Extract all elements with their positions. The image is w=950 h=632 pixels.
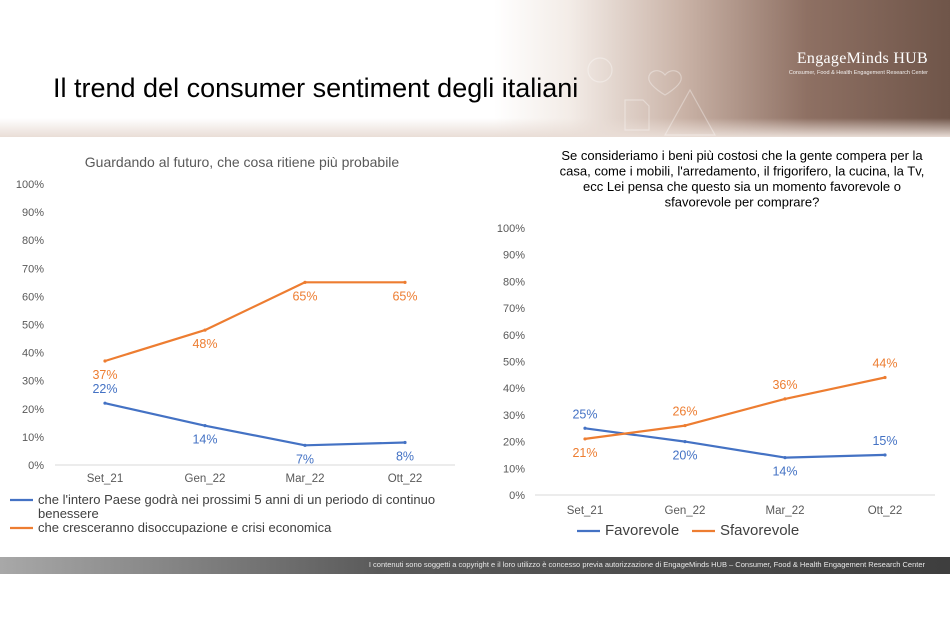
charts-area: Guardando al futuro, che cosa ritiene pi…	[10, 148, 935, 539]
chart1-y-tick-label: 40%	[22, 348, 44, 360]
chart2-legend-label: Sfavorevole	[720, 522, 799, 539]
copyright-notice: I contenuti sono soggetti a copyright e …	[368, 560, 925, 569]
chart2-y-tick-label: 30%	[503, 410, 525, 422]
document-icon	[624, 99, 650, 131]
chart2-x-tick-label: Set_21	[567, 505, 603, 517]
chart1-series-2-point	[103, 359, 107, 363]
chart1-series-1-line	[104, 402, 406, 447]
chart1-y-tick-label: 20%	[22, 404, 44, 416]
chart1-legend-label: che l'intero Paese godrà nei prossimi 5 …	[38, 492, 435, 507]
chart2-series-1-data-label: 25%	[572, 407, 597, 421]
page-title: Il trend del consumer sentiment degli it…	[53, 73, 579, 103]
chart2-title-line: casa, come i mobili, l'arredamento, il f…	[560, 164, 925, 179]
chart1-series-1-point	[203, 424, 207, 428]
brand-tagline: Consumer, Food & Health Engagement Resea…	[788, 70, 928, 76]
chart2-title-line: ecc Lei pensa che questo sia un momento …	[583, 179, 901, 194]
chart2-x-tick-label: Ott_22	[868, 505, 903, 517]
chart1-y-tick-label: 70%	[22, 263, 44, 275]
chart2-y-tick-label: 90%	[503, 250, 525, 262]
chart2-y-tick-label: 0%	[509, 490, 525, 502]
chart1-series-2-point	[203, 328, 207, 332]
chart2-y-tick-label: 60%	[503, 330, 525, 342]
chart1-series-2-data-label: 65%	[292, 289, 317, 303]
chart1-title-line: Guardando al futuro, che cosa ritiene pi…	[85, 154, 400, 170]
chart2-series-2-point	[683, 423, 687, 428]
chart2-y-tick-label: 50%	[503, 357, 525, 369]
chart2-series-1-point	[683, 440, 687, 444]
chart1-series-1-data-label: 8%	[396, 450, 414, 464]
chart2-y-tick-label: 80%	[503, 276, 525, 288]
chart1-series-1-point	[303, 443, 307, 447]
chart2-x-tick-label: Gen_22	[665, 505, 706, 517]
chart2-y-tick-label: 70%	[503, 303, 525, 315]
chart1-x-tick-label: Ott_22	[388, 473, 423, 485]
chart2-series-1-data-label: 14%	[772, 465, 797, 479]
chart1-y-tick-label: 0%	[28, 460, 44, 472]
chart2-series-2-point	[583, 437, 587, 441]
brand-logo: EngageMinds HUB Consumer, Food & Health …	[789, 50, 928, 76]
chart2-x-tick-label: Mar_22	[766, 505, 805, 517]
chart1-y-tick-label: 60%	[22, 291, 44, 303]
chart1-y-tick-label: 50%	[22, 320, 44, 332]
chart2-series-1-point	[583, 426, 587, 430]
chart1-y-tick-label: 30%	[22, 376, 44, 388]
chart1-series-1-point	[103, 401, 107, 405]
chart1-x-tick-label: Mar_22	[286, 473, 325, 485]
decorative-icons	[587, 57, 717, 136]
chart2-y-tick-label: 40%	[503, 383, 525, 395]
chart2-y-tick-label: 10%	[503, 463, 525, 475]
chart2-title-line: sfavorevole per comprare?	[665, 195, 820, 210]
chart2-title-line: Se consideriamo i beni più costosi che l…	[561, 148, 923, 163]
chart2-series-1-line	[584, 427, 886, 459]
chart2-series-2-data-label: 44%	[872, 357, 897, 371]
chart2-series-1-data-label: 15%	[872, 434, 897, 448]
chart1-series-1-data-label: 7%	[296, 452, 314, 466]
chart1-series-1-point	[403, 440, 407, 445]
chart1-series-2-data-label: 65%	[392, 289, 417, 303]
chart1-x-tick-label: Gen_22	[185, 473, 226, 485]
circle-decoration	[587, 57, 613, 83]
chart2-series-1-data-label: 20%	[672, 449, 697, 463]
chart1-y-tick-label: 80%	[22, 235, 44, 247]
chart2-series-1-point	[883, 453, 887, 457]
chart1-y-tick-label: 10%	[22, 432, 44, 444]
chart1-y-tick-label: 100%	[16, 179, 44, 191]
header-divider	[0, 118, 950, 137]
brand-name: EngageMinds HUB	[796, 50, 928, 67]
footer-bar: I contenuti sono soggetti a copyright e …	[0, 557, 950, 574]
chart1-series-1-data-label: 22%	[92, 382, 117, 396]
chart1-x-tick-label: Set_21	[87, 473, 123, 485]
chart1-series-2-point	[403, 280, 407, 284]
chart1-legend-label: che cresceranno disoccupazione e crisi e…	[38, 520, 332, 535]
chart2-y-tick-label: 100%	[497, 223, 525, 235]
chart1-series-1-data-label: 14%	[192, 433, 217, 447]
chart1-series-2-data-label: 37%	[92, 368, 117, 382]
chart1-series-2-line	[104, 281, 405, 363]
chart2-series-2-point	[783, 397, 787, 401]
chart2-y-tick-label: 20%	[503, 437, 525, 449]
chart2-series-2-data-label: 26%	[672, 405, 697, 419]
chart2-series-1-point	[783, 456, 787, 460]
chart2-series-2-data-label: 21%	[572, 446, 597, 460]
chart2-legend-label: Favorevole	[605, 522, 679, 539]
chart1-series-2-data-label: 48%	[192, 337, 217, 351]
header-banner	[0, 0, 950, 137]
chart2-series-2-point	[883, 375, 887, 380]
chart1-y-tick-label: 90%	[22, 207, 44, 219]
triangle-decoration	[663, 88, 717, 136]
chart2-series-2-data-label: 36%	[772, 378, 797, 392]
chart1-series-2-point	[303, 280, 307, 284]
chart1-legend-label: benessere	[38, 506, 99, 521]
chart2-series-2-line	[584, 376, 886, 440]
heart-icon	[648, 70, 682, 96]
